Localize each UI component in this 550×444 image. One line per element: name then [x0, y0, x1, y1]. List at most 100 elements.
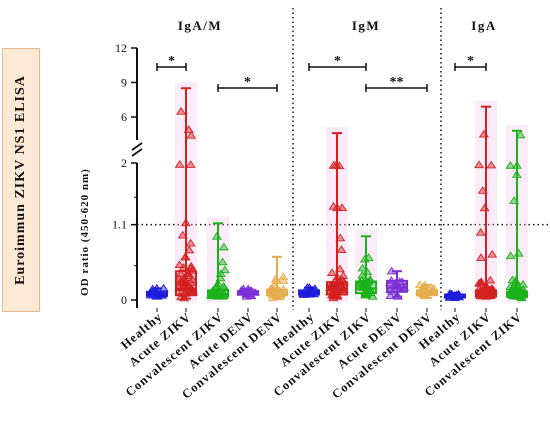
- significance-label: *: [334, 54, 341, 69]
- data-point: [479, 203, 490, 212]
- y-tick-label: 6: [121, 110, 127, 124]
- data-point: [278, 276, 289, 284]
- data-point: [175, 269, 186, 277]
- data-point: [511, 170, 522, 178]
- significance-label: *: [244, 75, 251, 90]
- data-point: [336, 245, 347, 253]
- box-group: [414, 280, 439, 299]
- y-axis-label: OD ratio (450-620 nm): [79, 168, 91, 296]
- data-point: [187, 275, 198, 283]
- data-point: [511, 161, 522, 169]
- data-point: [359, 254, 370, 263]
- iqr-box: [175, 270, 197, 297]
- data-point: [518, 279, 529, 288]
- data-point: [477, 186, 488, 194]
- data-point: [180, 252, 191, 261]
- box-group: [145, 283, 169, 300]
- data-point: [211, 231, 222, 240]
- data-point: [386, 266, 397, 275]
- box-group: [298, 283, 320, 298]
- data-point: [385, 278, 396, 287]
- data-point: [218, 242, 229, 251]
- data-point: [326, 268, 338, 277]
- data-point: [177, 230, 188, 239]
- data-point: [334, 264, 345, 273]
- data-point: [174, 274, 185, 283]
- data-point: [267, 293, 278, 301]
- data-point: [278, 272, 289, 281]
- data-point: [217, 257, 228, 266]
- data-point: [385, 291, 396, 300]
- box-group: [385, 266, 410, 300]
- data-point: [474, 160, 485, 169]
- y-tick-label: 1.1: [112, 218, 127, 232]
- data-point: [182, 269, 193, 277]
- data-point: [476, 253, 487, 261]
- data-point: [185, 160, 196, 168]
- data-point: [507, 275, 518, 284]
- data-point: [215, 273, 226, 282]
- box-group: [205, 217, 230, 303]
- data-point: [505, 161, 516, 169]
- data-point: [505, 282, 516, 291]
- data-point: [485, 275, 496, 284]
- data-point: [337, 203, 348, 212]
- panel-title: IgA: [471, 18, 496, 33]
- iqr-box: [386, 279, 408, 293]
- data-point: [360, 290, 371, 299]
- data-point: [513, 248, 524, 257]
- data-point: [475, 227, 486, 236]
- data-point: [487, 249, 498, 258]
- data-point: [174, 260, 185, 269]
- data-point: [509, 196, 520, 204]
- panel-title: IgM: [352, 18, 380, 33]
- data-point: [212, 279, 224, 287]
- data-point: [176, 106, 187, 115]
- data-point: [270, 274, 281, 283]
- side-label-box: Euroimmun ZIKV NS1 ELISA: [2, 48, 40, 312]
- data-point: [476, 278, 487, 287]
- data-point: [486, 160, 497, 169]
- y-tick-label: 0: [121, 293, 127, 307]
- y-tick-label: 2: [121, 156, 127, 170]
- data-point: [367, 291, 378, 300]
- y-tick-label: 9: [121, 76, 127, 90]
- data-point: [362, 267, 373, 276]
- box-group: [174, 82, 198, 303]
- box-group: [354, 230, 378, 301]
- data-point: [186, 261, 197, 270]
- data-point: [331, 160, 342, 169]
- data-point: [355, 279, 366, 287]
- iqr-box: [326, 281, 348, 296]
- data-point: [180, 218, 191, 227]
- data-point: [219, 265, 230, 274]
- panel-title: IgA/M: [178, 18, 222, 33]
- data-point: [414, 280, 426, 289]
- data-point: [505, 251, 516, 260]
- data-point: [357, 263, 368, 272]
- data-point: [478, 129, 489, 138]
- box-group: [505, 124, 529, 303]
- data-point: [215, 269, 226, 278]
- box-group: [325, 127, 349, 303]
- data-point: [176, 292, 187, 301]
- data-point: [174, 160, 185, 168]
- data-point: [186, 130, 197, 139]
- y-axis-break-mark: [131, 148, 143, 157]
- box-group: [236, 284, 260, 300]
- y-tick-label: 12: [115, 41, 127, 55]
- data-point: [515, 130, 526, 139]
- box-group: [474, 100, 498, 303]
- data-point: [328, 201, 339, 210]
- data-point: [357, 270, 368, 279]
- data-point: [338, 271, 349, 279]
- box-group: [444, 289, 466, 302]
- significance-label: *: [168, 54, 175, 69]
- data-point: [179, 278, 190, 287]
- data-point: [335, 233, 346, 242]
- significance-label: **: [390, 75, 404, 90]
- box-group: [265, 255, 289, 301]
- data-point: [184, 245, 195, 254]
- y-axis-break-mark: [131, 142, 143, 151]
